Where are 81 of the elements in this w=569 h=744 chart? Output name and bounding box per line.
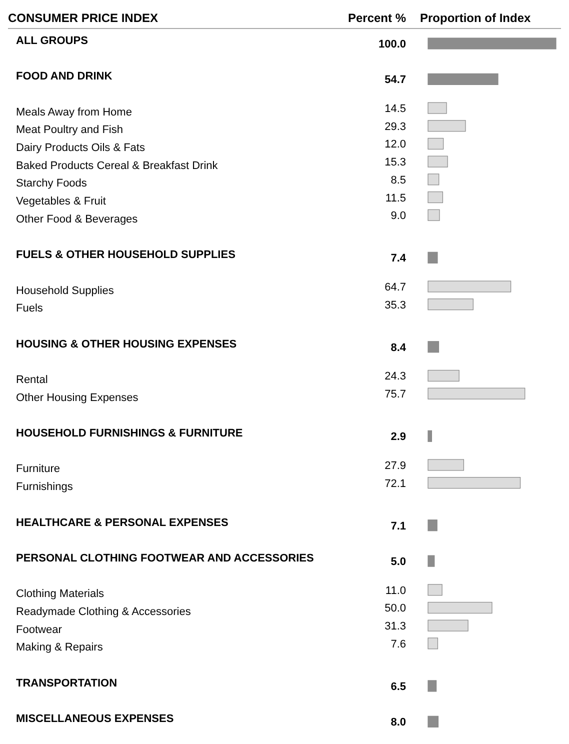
bar (428, 138, 444, 150)
data-label: 24.3 (384, 370, 406, 383)
bar (428, 252, 438, 264)
y-tick-label: Furniture (16, 463, 60, 476)
data-label: 7.6 (390, 638, 406, 650)
data-label: 72.1 (384, 478, 406, 490)
y-tick-label: Dairy Products Oils & Fats (16, 142, 146, 154)
data-label: 15.3 (384, 156, 406, 169)
bar (428, 620, 468, 632)
data-label: 27.9 (384, 460, 406, 472)
y-tick-label: ALL GROUPS (16, 34, 88, 47)
bar (428, 280, 512, 292)
bar (428, 38, 556, 50)
y-tick-label: PERSONAL CLOTHING FOOTWEAR AND ACCESSORIES (16, 552, 314, 564)
data-label: 11.0 (385, 584, 406, 597)
y-tick-label: Readymade Clothing & Accessories (16, 606, 192, 618)
bar (428, 477, 521, 489)
bar (428, 555, 435, 567)
bar (428, 341, 440, 353)
y-tick-label: Footwear (16, 624, 62, 636)
bar (428, 459, 464, 471)
bar (428, 602, 492, 614)
data-label: 8.5 (390, 174, 406, 186)
data-label: 50.0 (384, 602, 406, 615)
data-label: 64.7 (384, 282, 406, 294)
bar (428, 388, 526, 400)
bar (428, 430, 432, 442)
bar (428, 73, 498, 85)
y-tick-label: HOUSING & OTHER HOUSING EXPENSES (16, 338, 237, 350)
bar (428, 520, 438, 532)
bar (428, 102, 447, 114)
bar (428, 680, 437, 692)
data-label: 31.3 (384, 620, 406, 633)
text: Percent % (348, 11, 406, 25)
y-tick-label: Vegetables & Fruit (16, 196, 106, 208)
y-tick-label: Furnishings (16, 481, 74, 494)
bar (428, 716, 439, 728)
data-label: 6.5 (390, 680, 406, 693)
data-label: 8.0 (390, 716, 406, 729)
data-label: 5.0 (390, 556, 406, 568)
data-label: 7.1 (390, 520, 406, 532)
text: CONSUMER PRICE INDEX (8, 11, 158, 25)
data-label: 12.0 (384, 138, 406, 151)
y-tick-label: Fuels (16, 302, 44, 315)
bar (428, 584, 442, 596)
y-tick-label: Starchy Foods (16, 178, 88, 190)
y-tick-label: Other Food & Beverages (16, 213, 138, 226)
data-label: 100.0 (378, 38, 406, 50)
bar (428, 209, 440, 221)
y-tick-label: Household Supplies (16, 284, 114, 297)
bar (428, 298, 474, 310)
data-label: 7.4 (390, 252, 407, 265)
y-tick-label: Meat Poultry and Fish (16, 124, 123, 136)
y-tick-label: Rental (16, 374, 48, 386)
y-tick-label: HOUSEHOLD FURNISHINGS & FURNITURE (16, 428, 243, 440)
bar (428, 120, 466, 132)
data-label: 11.5 (385, 192, 406, 204)
y-tick-label: Baked Products Cereal & Breakfast Drink (16, 160, 218, 172)
y-tick-label: TRANSPORTATION (16, 677, 118, 690)
data-label: 9.0 (390, 210, 406, 222)
y-tick-label: Making & Repairs (16, 642, 104, 654)
data-label: 8.4 (390, 342, 407, 354)
y-tick-label: HEALTHCARE & PERSONAL EXPENSES (16, 516, 228, 529)
y-tick-label: MISCELLANEOUS EXPENSES (16, 713, 174, 726)
bar (428, 638, 438, 650)
data-label: 14.5 (384, 103, 406, 116)
data-label: 75.7 (384, 388, 406, 401)
y-tick-label: FUELS & OTHER HOUSEHOLD SUPPLIES (16, 249, 236, 262)
data-label: 29.3 (384, 120, 406, 133)
y-tick-label: FOOD AND DRINK (16, 70, 112, 83)
bar (428, 370, 460, 382)
bar (428, 191, 444, 204)
bar (428, 156, 448, 168)
y-tick-label: Other Housing Expenses (16, 392, 139, 404)
data-label: 2.9 (390, 431, 406, 444)
x-axis-title: Proportion of Index (420, 11, 531, 25)
data-label: 35.3 (384, 299, 406, 312)
y-tick-label: Clothing Materials (16, 588, 105, 600)
y-tick-label: Meals Away from Home (16, 106, 132, 118)
data-label: 54.7 (384, 74, 406, 86)
bar (428, 174, 440, 186)
